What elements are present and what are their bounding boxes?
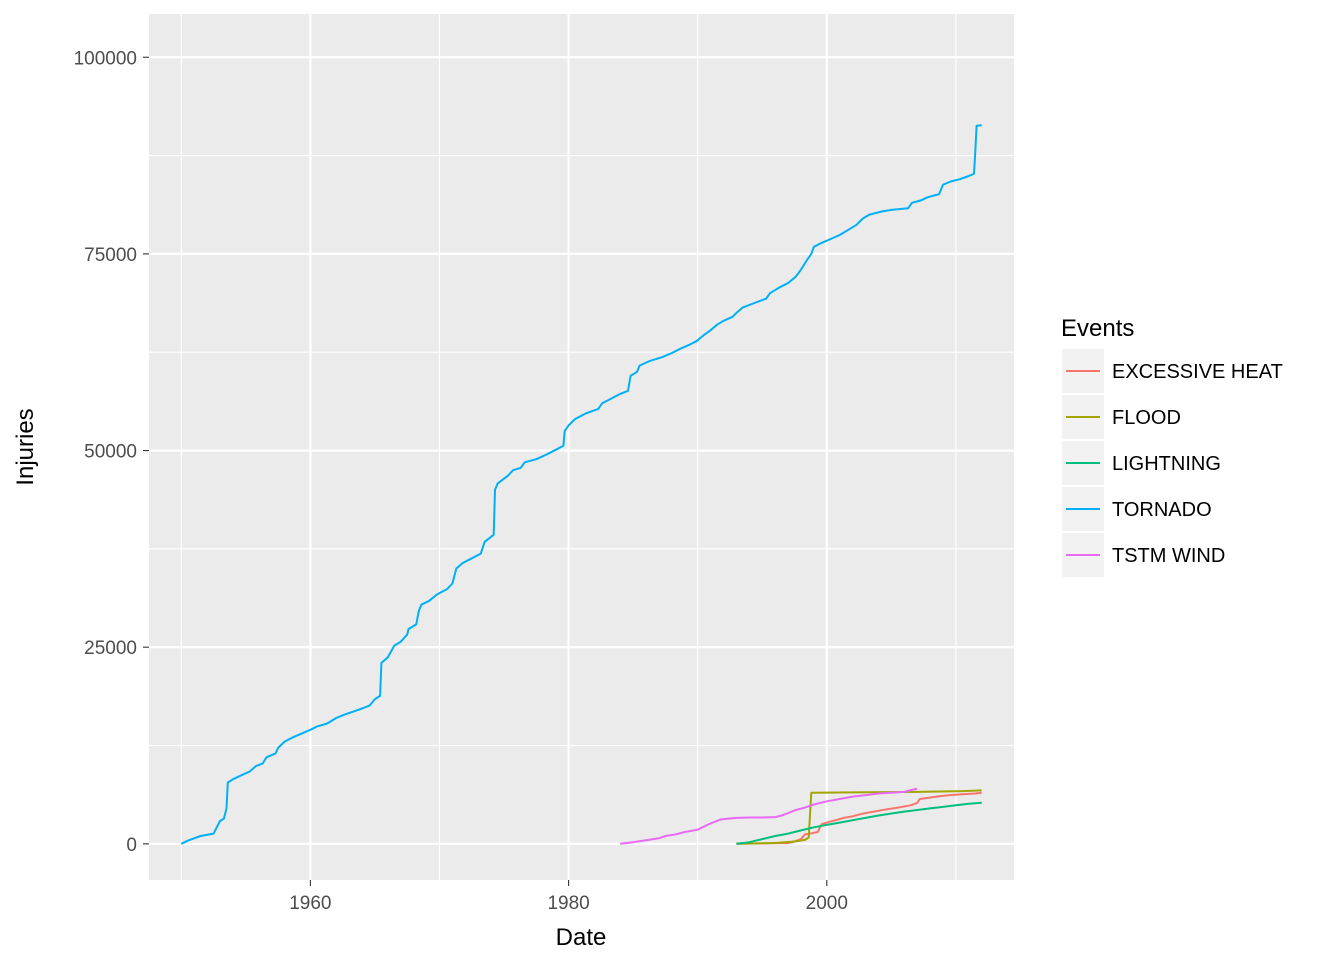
series-layer [180,124,982,845]
series-line-flood [736,789,982,845]
x-axis-title: Date [556,924,607,951]
legend: Events EXCESSIVE HEAT FLOOD LIGHTNING TORNA… [1061,315,1283,577]
legend-entry-excessive-heat: EXCESSIVE HEAT [1062,349,1283,393]
legend-entry-tornado: TORNADO [1062,487,1212,531]
series-line-excessive-heat [736,791,982,845]
legend-label: LIGHTNING [1112,453,1221,475]
legend-entries: EXCESSIVE HEAT FLOOD LIGHTNING TORNADO TSTM … [1062,349,1283,577]
legend-entry-tstm-wind: TSTM WIND [1062,533,1225,577]
legend-label: TORNADO [1112,499,1212,521]
legend-label: TSTM WIND [1112,545,1225,567]
legend-entry-flood: FLOOD [1062,395,1181,439]
y-axis-title: Injuries [12,408,39,485]
legend-label: EXCESSIVE HEAT [1112,361,1283,383]
series-line-tornado [180,124,982,845]
legend-label: FLOOD [1112,407,1181,429]
x-tick-label: 2000 [806,893,848,914]
legend-entry-lightning: LIGHTNING [1062,441,1221,485]
y-tick-label: 0 [126,835,137,856]
major-gridlines [149,14,1014,880]
minor-gridlines [149,14,1014,880]
y-tick-label: 75000 [84,245,137,266]
series-line-tstm-wind [620,787,918,845]
plot-panel [149,14,1014,880]
legend-title: Events [1061,315,1134,342]
y-tick-label: 25000 [84,638,137,659]
x-tick-label: 1960 [289,893,331,914]
y-tick-label: 100000 [74,48,137,69]
x-axis-ticks: 1960 1980 2000 [289,880,848,914]
series-line-lightning [736,801,982,845]
y-tick-label: 50000 [84,442,137,463]
y-axis-ticks: 0 25000 50000 75000 100000 [74,48,149,856]
x-tick-label: 1980 [547,893,589,914]
